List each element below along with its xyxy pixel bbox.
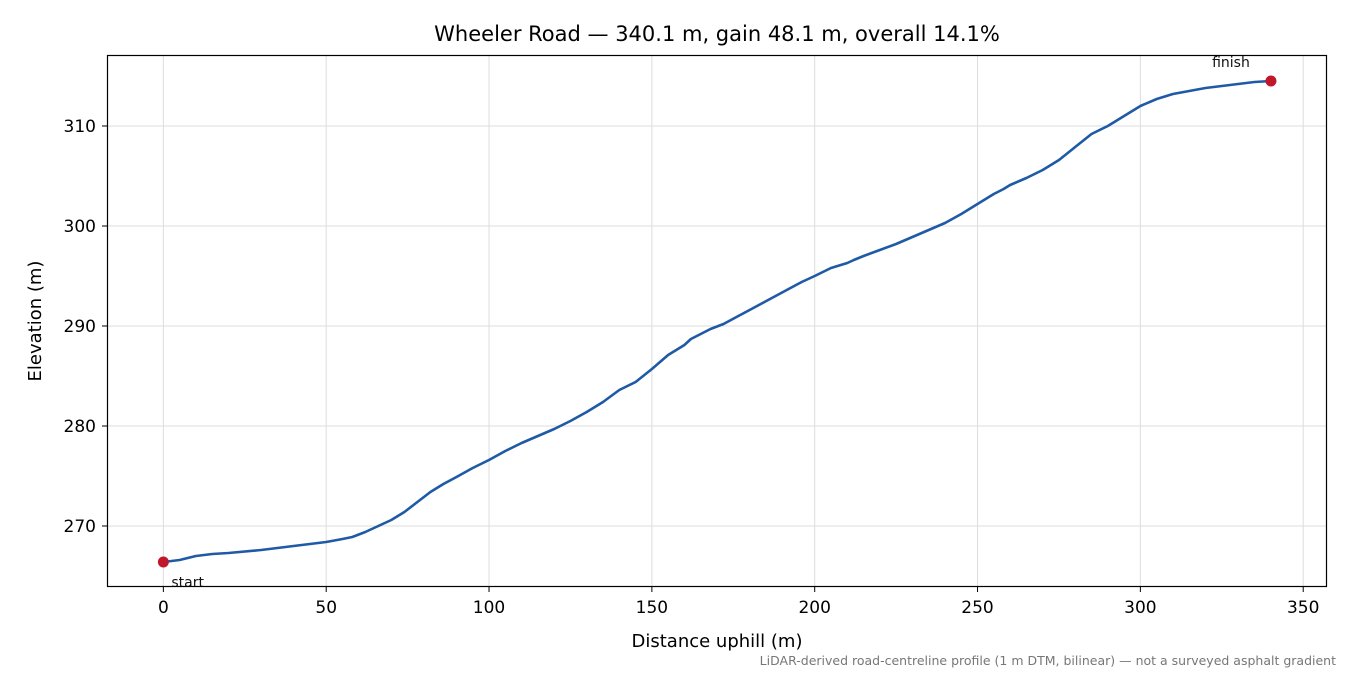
footnote: LiDAR-derived road-centreline profile (1… [760,653,1336,668]
chart-title: Wheeler Road — 340.1 m, gain 48.1 m, ove… [434,22,1000,46]
x-tick-label: 250 [961,598,993,618]
y-tick-label: 270 [64,517,96,537]
plot-frame [106,54,1328,588]
elevation-line [162,79,1273,564]
marker-layer: start finish [157,55,1277,591]
start-label: start [171,575,204,591]
x-tick-label: 50 [315,598,337,618]
series-line-layer [162,79,1273,564]
x-tick-label: 200 [798,598,830,618]
x-axis-label: Distance uphill (m) [632,631,803,652]
x-tick-label: 300 [1124,598,1156,618]
x-tick-label: 0 [158,598,169,618]
finish-marker [1265,75,1277,87]
x-tick-label: 150 [636,598,668,618]
x-tick-label: 350 [1287,598,1319,618]
y-tick-label: 310 [64,117,96,137]
grid [108,56,1326,586]
finish-label: finish [1212,55,1250,71]
start-marker [157,556,169,568]
y-axis-label: Elevation (m) [25,261,46,382]
y-axis-ticks: 270 280 290 300 310 [64,117,108,537]
x-axis-ticks: 0 50 100 150 200 250 300 350 [158,586,1319,618]
x-tick-label: 100 [473,598,505,618]
y-tick-label: 300 [64,217,96,237]
y-tick-label: 290 [64,317,96,337]
y-tick-label: 280 [64,417,96,437]
